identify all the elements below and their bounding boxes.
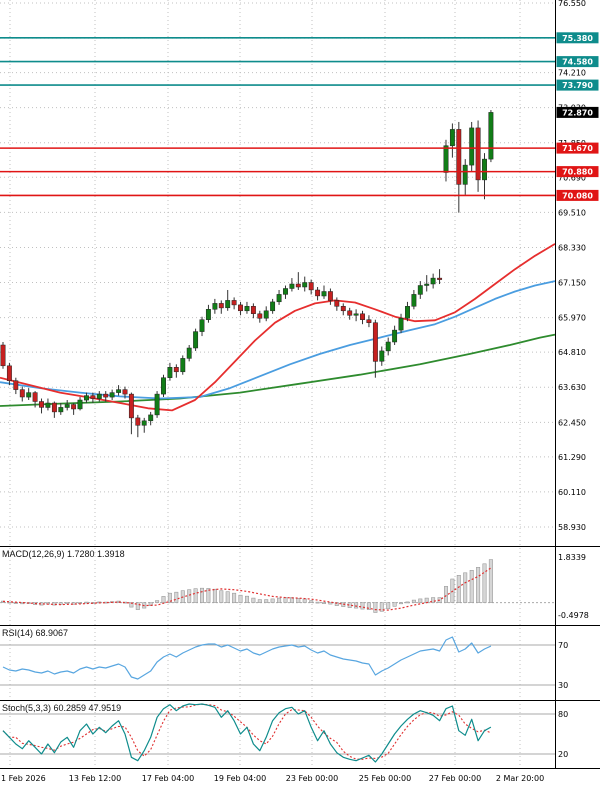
- rsi-panel: 70 30: [0, 636, 568, 690]
- svg-text:74.210: 74.210: [558, 69, 586, 78]
- svg-text:61.290: 61.290: [558, 453, 586, 462]
- svg-text:68.330: 68.330: [558, 243, 586, 252]
- svg-text:2 Mar 20:00: 2 Mar 20:00: [496, 774, 544, 783]
- svg-text:70: 70: [558, 641, 568, 650]
- svg-text:13 Feb 12:00: 13 Feb 12:00: [69, 774, 121, 783]
- moving-averages: [0, 243, 556, 412]
- rsi-indicator-title: RSI(14) 68.9067: [2, 628, 69, 638]
- svg-text:23 Feb 00:00: 23 Feb 00:00: [286, 774, 338, 783]
- svg-text:80: 80: [558, 710, 568, 719]
- svg-text:19 Feb 04:00: 19 Feb 04:00: [214, 774, 266, 783]
- macd-panel: 1.8339 -0.4978: [0, 553, 589, 620]
- svg-text:72.870: 72.870: [562, 108, 593, 117]
- svg-text:69.510: 69.510: [558, 208, 586, 217]
- svg-text:75.380: 75.380: [562, 34, 593, 43]
- svg-text:58.930: 58.930: [558, 523, 586, 532]
- svg-text:71.670: 71.670: [562, 144, 593, 153]
- svg-text:64.810: 64.810: [558, 348, 586, 357]
- svg-text:63.630: 63.630: [558, 383, 586, 392]
- svg-text:70.080: 70.080: [562, 191, 593, 200]
- svg-text:67.150: 67.150: [558, 279, 586, 288]
- stoch-panel: 80 20: [0, 703, 568, 763]
- x-axis-labels: 1 Feb 2026 13 Feb 12:00 17 Feb 04:00 19 Feb…: [1, 774, 544, 783]
- svg-text:27 Feb 00:00: 27 Feb 00:00: [429, 774, 481, 783]
- svg-text:17 Feb 04:00: 17 Feb 04:00: [142, 774, 194, 783]
- svg-text:65.970: 65.970: [558, 314, 586, 323]
- svg-text:-0.4978: -0.4978: [558, 611, 589, 620]
- macd-indicator-title: MACD(12,26,9) 1.7280 1.3918: [2, 549, 125, 559]
- svg-text:20: 20: [558, 750, 568, 759]
- panel-separators: [0, 0, 600, 769]
- svg-text:76.550: 76.550: [558, 0, 586, 8]
- svg-text:1 Feb 2026: 1 Feb 2026: [1, 774, 46, 783]
- svg-text:25 Feb 00:00: 25 Feb 00:00: [359, 774, 411, 783]
- svg-text:70.880: 70.880: [562, 168, 593, 177]
- stoch-indicator-title: Stoch(5,3,3) 60.2859 47.9519: [2, 703, 122, 713]
- svg-text:74.580: 74.580: [562, 58, 593, 67]
- price-axis-labels: 76.55074.21073.03071.85070.69069.51068.3…: [556, 0, 599, 532]
- key-level-lines: [0, 36, 555, 197]
- svg-text:60.110: 60.110: [558, 488, 586, 497]
- svg-text:73.790: 73.790: [562, 81, 593, 90]
- svg-text:30: 30: [558, 681, 568, 690]
- svg-text:62.450: 62.450: [558, 418, 586, 427]
- svg-text:70.690: 70.690: [558, 173, 586, 182]
- svg-text:1.8339: 1.8339: [558, 553, 586, 562]
- candlesticks: [0, 110, 494, 438]
